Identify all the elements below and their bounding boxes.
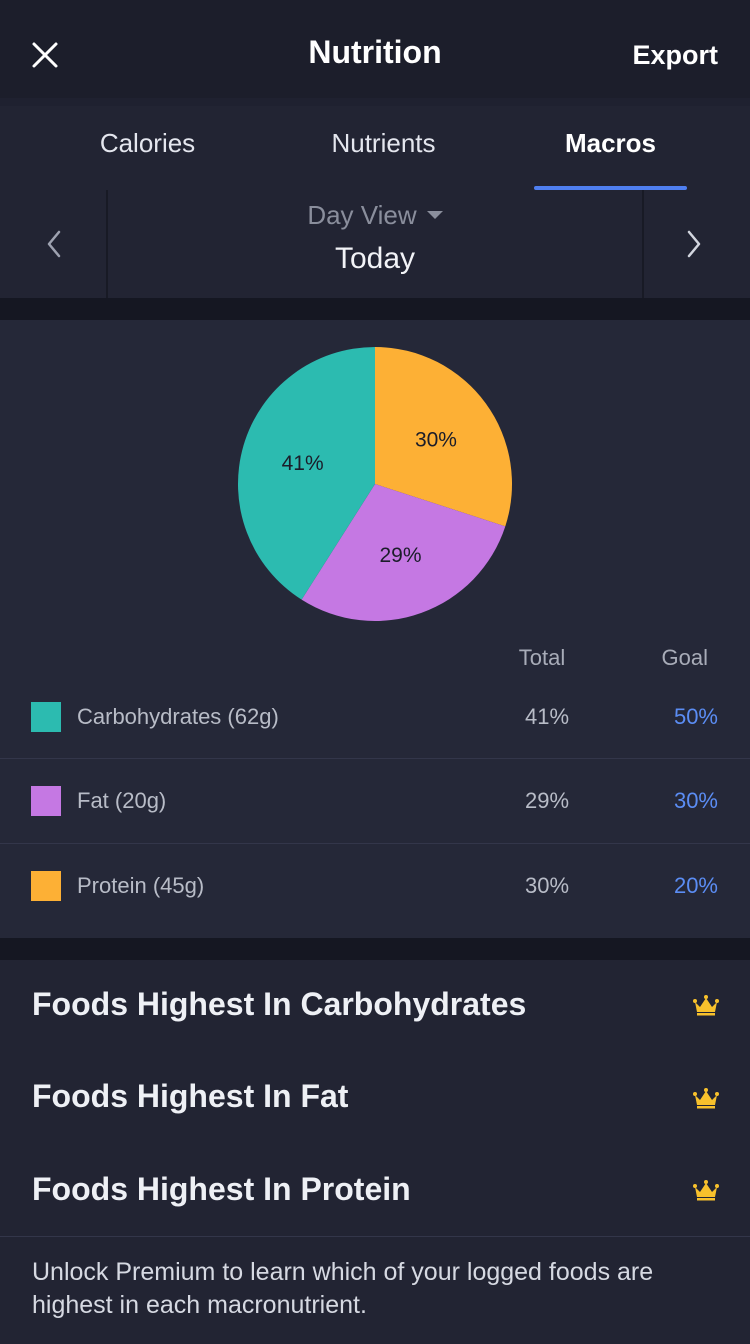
- pie-data-label: 30%: [415, 429, 457, 452]
- macro-label: Protein (45g): [77, 873, 205, 898]
- crown-icon: [693, 1088, 719, 1109]
- view-selector[interactable]: Day View: [0, 200, 750, 231]
- export-button[interactable]: Export: [632, 40, 718, 70]
- pie-data-label: 29%: [380, 544, 422, 567]
- tab-bar: Calories Nutrients Macros: [0, 106, 750, 190]
- pie-data-label: 41%: [282, 452, 324, 475]
- active-tab-indicator: [534, 186, 687, 190]
- section-separator: [0, 298, 750, 320]
- foods-highest-protein-link[interactable]: Foods Highest In Protein: [32, 1171, 722, 1208]
- previous-day-button[interactable]: [0, 190, 108, 298]
- premium-message: Unlock Premium to learn which of your lo…: [32, 1258, 654, 1319]
- caret-down-icon: [426, 211, 443, 220]
- food-link-label: Foods Highest In Fat: [32, 1078, 349, 1114]
- food-link-label: Foods Highest In Carbohydrates: [32, 986, 527, 1022]
- macro-row-carbohydrates: Carbohydrates (62g) 41% 50%: [0, 675, 750, 759]
- row-divider: [0, 843, 750, 844]
- column-header-total: Total: [518, 645, 566, 670]
- crown-icon: [693, 995, 719, 1016]
- foods-panel: [0, 960, 750, 1344]
- macro-goal: 50%: [673, 704, 718, 729]
- view-selector-label: Day View: [307, 200, 417, 230]
- tab-nutrients[interactable]: Nutrients: [331, 128, 436, 158]
- macro-total: 41%: [524, 704, 570, 729]
- food-link-label: Foods Highest In Protein: [32, 1171, 411, 1207]
- crown-icon: [693, 1180, 719, 1201]
- macro-row-fat: Fat (20g) 29% 30%: [0, 759, 750, 843]
- foods-highest-fat-link[interactable]: Foods Highest In Fat: [32, 1078, 722, 1115]
- fat-swatch: [31, 786, 61, 816]
- protein-swatch: [31, 871, 61, 901]
- page-title: Nutrition: [308, 34, 442, 70]
- foods-highest-carbohydrates-link[interactable]: Foods Highest In Carbohydrates: [32, 986, 722, 1023]
- premium-divider: [0, 1236, 750, 1237]
- carbohydrates-swatch: [31, 702, 61, 732]
- pie-slice-protein: [375, 347, 512, 527]
- macro-label: Fat (20g): [77, 788, 167, 813]
- tab-macros[interactable]: Macros: [564, 128, 657, 158]
- macro-row-protein: Protein (45g) 30% 20%: [0, 844, 750, 928]
- macros-pie-chart: 30% 29% 41%: [238, 347, 512, 621]
- pie-slice-carbohydrates: [238, 347, 375, 600]
- header-bar: Nutrition Export: [0, 0, 750, 98]
- pie-slice-fat: [301, 484, 506, 621]
- date-navigator: Day View Today: [0, 190, 750, 298]
- tab-calories[interactable]: Calories: [99, 128, 196, 158]
- column-header-goal: Goal: [661, 645, 708, 670]
- macro-total: 29%: [524, 788, 570, 813]
- macro-goal: 30%: [673, 788, 718, 813]
- date-label: Today: [334, 242, 416, 275]
- macro-total: 30%: [524, 873, 570, 898]
- chevron-left-icon: [47, 230, 61, 258]
- macro-goal: 20%: [673, 873, 718, 898]
- chevron-right-icon: [687, 230, 701, 258]
- section-separator: [0, 938, 750, 960]
- macro-label: Carbohydrates (62g): [77, 704, 279, 729]
- row-divider: [0, 758, 750, 759]
- next-day-button[interactable]: [642, 190, 750, 298]
- close-button[interactable]: [30, 40, 60, 70]
- close-icon: [32, 42, 58, 68]
